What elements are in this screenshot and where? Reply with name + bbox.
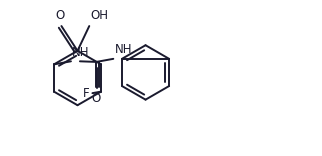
Text: NH: NH — [72, 46, 90, 58]
Text: O: O — [92, 92, 101, 105]
Text: NH: NH — [115, 43, 132, 56]
Text: O: O — [55, 9, 64, 22]
Text: F: F — [83, 87, 90, 100]
Text: OH: OH — [91, 9, 109, 22]
